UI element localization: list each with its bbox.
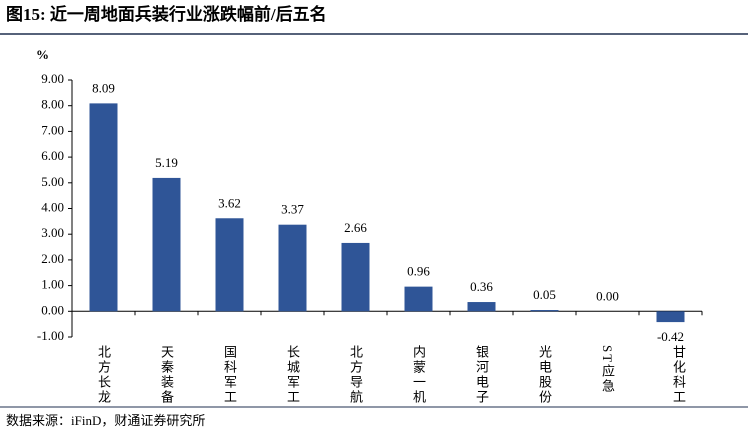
value-label: -0.42 bbox=[657, 329, 684, 344]
y-tick-label: 9.00 bbox=[41, 71, 64, 86]
y-unit: % bbox=[36, 47, 49, 62]
x-tick-label: 北方导航 bbox=[348, 345, 363, 405]
x-tick-label: 天秦装备 bbox=[159, 345, 174, 405]
y-tick-label: -1.00 bbox=[37, 328, 64, 343]
x-tick-label: 北方长龙 bbox=[96, 345, 111, 405]
x-tick-label: 国科军工 bbox=[222, 345, 237, 405]
x-tick-label: 内蒙一机 bbox=[411, 344, 426, 405]
value-label: 0.36 bbox=[470, 279, 493, 294]
chart-title: 图15: 近一周地面兵装行业涨跌幅前/后五名 bbox=[6, 4, 327, 24]
value-label: 5.19 bbox=[155, 155, 178, 170]
bar bbox=[89, 103, 118, 312]
value-label: 3.62 bbox=[218, 195, 241, 210]
bar bbox=[215, 218, 244, 312]
bar bbox=[656, 311, 685, 323]
y-tick-label: 4.00 bbox=[41, 199, 64, 214]
value-label: 8.09 bbox=[92, 80, 115, 95]
x-tick-label: ST应急 bbox=[600, 345, 615, 394]
value-label: 0.05 bbox=[533, 287, 556, 302]
value-label: 2.66 bbox=[344, 220, 367, 235]
x-tick-label: 甘化科工 bbox=[671, 345, 686, 405]
bar bbox=[278, 224, 307, 312]
bar bbox=[530, 310, 559, 312]
y-tick-label: 7.00 bbox=[41, 122, 64, 137]
y-tick-label: 2.00 bbox=[41, 251, 64, 266]
y-tick-label: 1.00 bbox=[41, 277, 64, 292]
source: 数据来源：iFinD，财通证券研究所 bbox=[6, 413, 205, 428]
bar bbox=[467, 302, 496, 312]
bar bbox=[152, 177, 181, 312]
bar bbox=[341, 242, 370, 312]
y-tick-label: 3.00 bbox=[41, 225, 64, 240]
y-tick-label: 6.00 bbox=[41, 148, 64, 163]
value-label: 3.37 bbox=[281, 202, 304, 217]
x-tick-label: 银河电子 bbox=[474, 345, 489, 405]
value-label: 0.00 bbox=[596, 288, 619, 303]
y-tick-label: 0.00 bbox=[41, 302, 64, 317]
y-tick-label: 5.00 bbox=[41, 174, 64, 189]
x-tick-label: 光电股份 bbox=[537, 345, 552, 405]
value-label: 0.96 bbox=[407, 264, 430, 279]
y-tick-label: 8.00 bbox=[41, 97, 64, 112]
x-tick-label: 长城军工 bbox=[285, 345, 300, 405]
bar bbox=[404, 286, 433, 312]
